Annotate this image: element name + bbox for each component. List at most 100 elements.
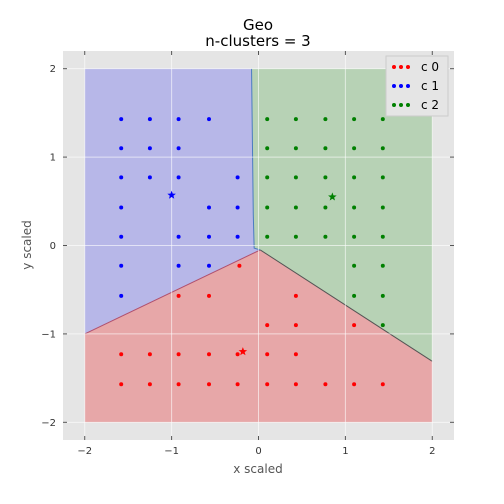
y-tick-label: 1 [50,153,56,164]
point-cluster-2 [265,117,270,122]
point-cluster-2 [323,117,328,122]
point-cluster-0 [207,293,211,298]
y-tick-label: −1 [41,329,56,340]
point-cluster-2 [293,117,298,122]
point-cluster-1 [176,146,181,151]
point-cluster-1 [176,263,181,268]
x-tick-label: −1 [164,446,179,457]
point-cluster-2 [265,234,270,239]
point-cluster-1 [235,234,240,239]
point-cluster-0 [293,352,298,357]
legend-label-cluster-1: c 1 [421,79,439,93]
point-cluster-0 [293,382,298,387]
point-cluster-2 [323,175,328,180]
point-cluster-1 [176,117,181,122]
point-cluster-2 [380,323,385,328]
point-cluster-2 [265,205,270,210]
point-cluster-2 [380,293,385,298]
point-cluster-0 [235,352,240,357]
point-cluster-1 [119,234,124,239]
point-cluster-2 [352,263,357,268]
point-cluster-2 [352,293,357,298]
x-tick-label: 1 [342,446,348,457]
legend-marker-cluster-2 [399,103,403,107]
y-axis-label: y scaled [20,220,34,269]
point-cluster-0 [237,263,242,268]
point-cluster-1 [119,117,124,122]
point-cluster-0 [207,352,211,357]
point-cluster-2 [380,146,385,151]
region-cluster-2 [251,68,433,362]
point-cluster-0 [265,352,270,357]
centroid-star-cluster-1 [167,190,176,199]
point-cluster-2 [293,146,298,151]
legend-box [385,55,449,117]
point-cluster-2 [293,234,298,239]
x-tick-label: 2 [429,446,435,457]
point-cluster-2 [352,234,357,239]
point-cluster-2 [380,263,385,268]
point-cluster-0 [176,352,181,357]
point-cluster-2 [293,205,298,210]
point-cluster-2 [380,205,385,210]
legend-label-cluster-0: c 0 [421,60,439,74]
point-cluster-1 [176,175,181,180]
point-cluster-2 [265,175,270,180]
point-cluster-0 [119,352,124,357]
point-cluster-2 [352,146,357,151]
cluster-centroids [167,190,337,356]
point-cluster-1 [207,205,211,210]
y-tick-label: 2 [50,64,56,75]
point-cluster-1 [119,175,124,180]
point-cluster-0 [207,382,211,387]
region-cluster-1 [84,68,261,334]
point-cluster-2 [323,146,328,151]
x-axis-label: x scaled [233,462,282,476]
point-cluster-0 [176,293,181,298]
point-cluster-2 [352,205,357,210]
legend-marker-cluster-2 [406,103,410,107]
point-cluster-1 [119,205,124,210]
chart-subtitle: n-clusters = 3 [205,32,310,50]
point-cluster-0 [293,293,298,298]
y-tick-label: −2 [41,418,56,429]
legend-marker-cluster-0 [392,65,396,69]
legend-marker-cluster-1 [406,84,410,88]
point-cluster-1 [147,175,152,180]
point-cluster-0 [352,382,357,387]
boundary-line [259,249,433,362]
point-cluster-2 [352,117,357,122]
grid-lines [63,51,454,440]
point-cluster-0 [147,352,152,357]
point-cluster-0 [176,382,181,387]
legend-marker-cluster-0 [406,65,410,69]
boundary-line [251,68,261,251]
legend-marker-cluster-0 [399,65,403,69]
point-cluster-1 [147,146,152,151]
point-cluster-2 [380,234,385,239]
point-cluster-1 [235,175,240,180]
legend-marker-cluster-1 [399,84,403,88]
x-tick-label: −2 [77,446,92,457]
point-cluster-0 [235,382,240,387]
point-cluster-1 [235,205,240,210]
point-cluster-1 [207,263,211,268]
point-cluster-0 [265,323,270,328]
legend-marker-cluster-1 [392,84,396,88]
point-cluster-2 [293,175,298,180]
point-cluster-1 [119,293,124,298]
point-cluster-1 [176,234,181,239]
legend-marker-cluster-2 [392,103,396,107]
x-tick-label: 0 [255,446,261,457]
point-cluster-1 [119,146,124,151]
point-cluster-1 [119,263,124,268]
point-cluster-0 [380,382,385,387]
point-cluster-0 [119,382,124,387]
point-cluster-0 [147,382,152,387]
point-cluster-2 [352,175,357,180]
chart-title: Geo [243,16,273,34]
centroid-star-cluster-0 [238,347,248,356]
point-cluster-1 [207,117,211,122]
y-tick-label: 0 [50,241,56,252]
